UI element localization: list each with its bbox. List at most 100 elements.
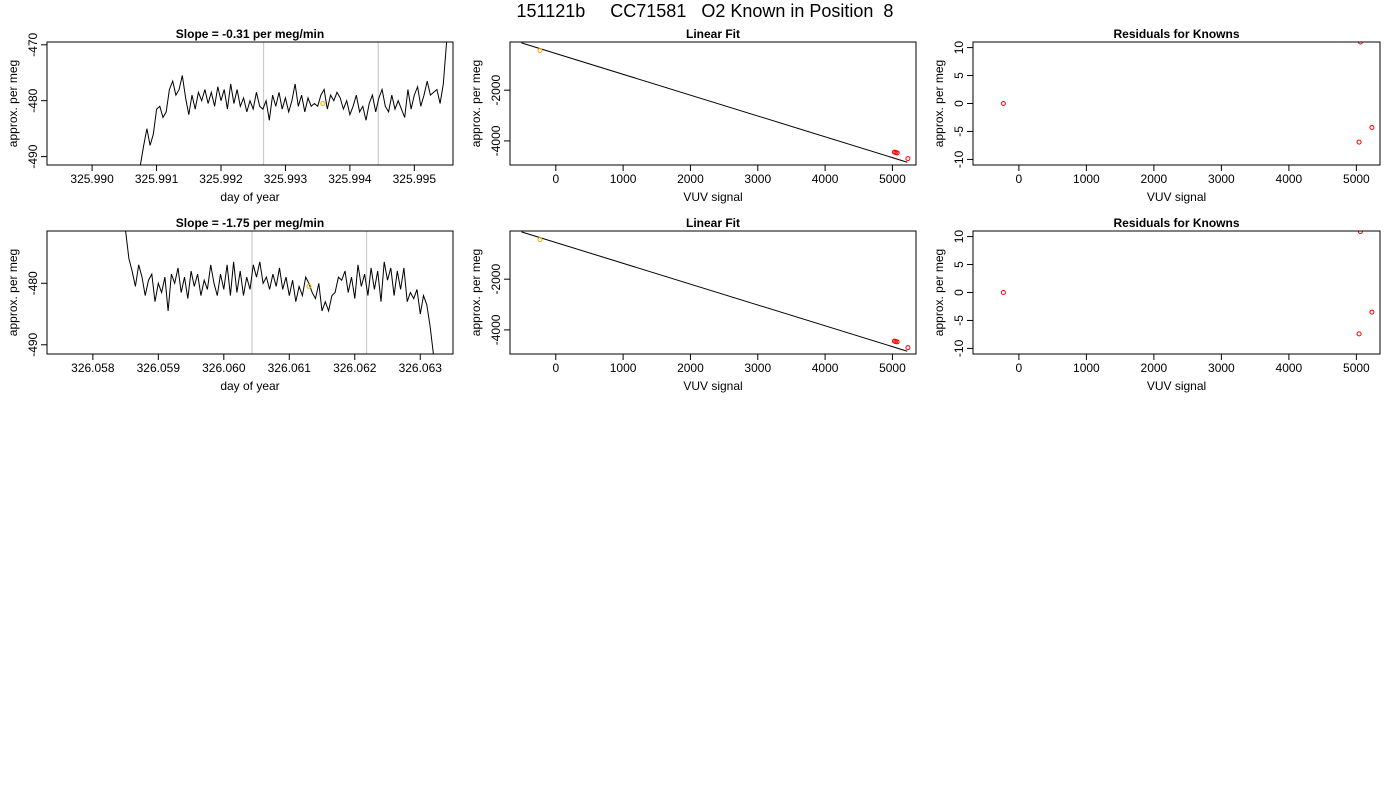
y-tick-label: -470 <box>26 32 40 56</box>
chart-title: Slope = -1.75 per meg/min <box>176 216 324 230</box>
plot-frame <box>46 230 454 355</box>
fit-line <box>521 231 908 352</box>
x-tick-label: 2000 <box>677 172 704 186</box>
x-tick-label: 2000 <box>677 361 704 375</box>
x-tick-label: 4000 <box>812 361 839 375</box>
x-tick-label: 325.993 <box>264 172 308 186</box>
y-tick-label: 10 <box>952 41 966 55</box>
data-point <box>1356 331 1362 337</box>
data-point <box>894 150 900 156</box>
y-tick-label: 0 <box>952 100 966 107</box>
x-tick-label: 1000 <box>1073 172 1100 186</box>
x-axis-label: day of year <box>220 190 279 204</box>
plot-area <box>139 42 448 165</box>
y-tick-label: 5 <box>952 261 966 268</box>
y-tick-label: -5 <box>952 126 966 137</box>
plot-frame <box>46 41 454 166</box>
x-tick-label: 325.991 <box>135 172 179 186</box>
x-tick-label: 4000 <box>812 172 839 186</box>
x-tick-label: 325.995 <box>393 172 437 186</box>
x-axis-label: VUV signal <box>1147 190 1206 204</box>
series-line <box>125 231 434 354</box>
data-point <box>537 237 543 243</box>
data-point <box>1369 309 1375 315</box>
y-axis-label: approx. per meg <box>469 60 483 147</box>
y-axis-label: approx. per meg <box>932 60 946 147</box>
chart-title: Residuals for Knowns <box>1113 216 1239 230</box>
data-point <box>1357 42 1363 45</box>
data-point <box>1357 231 1363 235</box>
data-point <box>1369 125 1375 131</box>
x-axis-label: VUV signal <box>683 379 742 393</box>
x-tick-label: 1000 <box>1073 361 1100 375</box>
y-tick-label: -490 <box>26 144 40 168</box>
x-tick-label: 3000 <box>1208 361 1235 375</box>
x-axis-label: day of year <box>220 379 279 393</box>
x-tick-label: 4000 <box>1276 172 1303 186</box>
y-axis-label: approx. per meg <box>6 249 20 336</box>
average-marker <box>320 101 326 106</box>
plot-frame <box>509 41 917 166</box>
x-tick-label: 0 <box>1016 361 1023 375</box>
x-tick-label: 0 <box>552 172 559 186</box>
x-tick-label: 2000 <box>1141 361 1168 375</box>
plot-area <box>521 231 911 352</box>
x-tick-label: 326.060 <box>202 361 246 375</box>
x-axis-label: VUV signal <box>1147 379 1206 393</box>
series-line <box>139 42 448 165</box>
chart-title: Linear Fit <box>686 216 740 230</box>
x-tick-label: 326.063 <box>399 361 443 375</box>
x-tick-label: 3000 <box>744 361 771 375</box>
page-title: 151121b CC71581 O2 Known in Position 8 <box>516 1 894 21</box>
y-axis-label: approx. per meg <box>6 60 20 147</box>
x-tick-label: 325.990 <box>70 172 114 186</box>
y-tick-label: -4000 <box>489 125 503 156</box>
plot-area <box>1000 42 1375 145</box>
data-point <box>905 345 911 351</box>
x-tick-label: 325.992 <box>199 172 243 186</box>
x-axis-label: VUV signal <box>683 190 742 204</box>
x-tick-label: 1000 <box>610 172 637 186</box>
data-point <box>894 339 900 345</box>
x-tick-label: 5000 <box>1343 172 1370 186</box>
chart-title: Slope = -0.31 per meg/min <box>176 27 324 41</box>
x-tick-label: 4000 <box>1276 361 1303 375</box>
x-tick-label: 326.058 <box>71 361 115 375</box>
chart-panel-1: Slope = -0.31 per meg/min day of year appr… <box>6 27 454 204</box>
chart-panel-2: Linear Fit VUV signal approx. per meg 0 1000… <box>469 27 917 204</box>
x-tick-label: 3000 <box>744 172 771 186</box>
data-point <box>1000 290 1006 295</box>
chart-panel-6: Residuals for Knowns VUV signal approx. pe… <box>932 216 1381 393</box>
y-tick-label: -2000 <box>489 75 503 106</box>
x-tick-label: 5000 <box>879 172 906 186</box>
plot-area <box>125 231 434 354</box>
chart-title: Residuals for Knowns <box>1113 27 1239 41</box>
plot-frame <box>972 41 1381 166</box>
plot-area <box>1000 231 1375 337</box>
x-tick-label: 2000 <box>1141 172 1168 186</box>
chart-panel-3: Residuals for Knowns VUV signal approx. pe… <box>932 27 1381 204</box>
chart-panel-5: Linear Fit VUV signal approx. per meg 0 1000… <box>469 216 917 393</box>
y-tick-label: -4000 <box>489 314 503 345</box>
data-point <box>1356 139 1362 145</box>
average-marker <box>306 283 312 289</box>
y-tick-label: -480 <box>26 88 40 112</box>
x-tick-label: 325.994 <box>328 172 372 186</box>
x-tick-label: 0 <box>552 361 559 375</box>
fit-line <box>521 42 908 163</box>
chart-panel-4: Slope = -1.75 per meg/min day of year appr… <box>6 216 454 393</box>
chart-title: Linear Fit <box>686 27 740 41</box>
x-tick-label: 5000 <box>1343 361 1370 375</box>
x-tick-label: 1000 <box>610 361 637 375</box>
x-tick-label: 5000 <box>879 361 906 375</box>
y-axis-label: approx. per meg <box>469 249 483 336</box>
x-tick-label: 326.059 <box>137 361 181 375</box>
data-point <box>537 48 543 54</box>
x-tick-label: 0 <box>1016 172 1023 186</box>
x-tick-label: 326.062 <box>333 361 377 375</box>
plot-area <box>521 42 911 163</box>
x-tick-label: 326.061 <box>268 361 312 375</box>
x-tick-label: 3000 <box>1208 172 1235 186</box>
y-tick-label: -5 <box>952 315 966 326</box>
